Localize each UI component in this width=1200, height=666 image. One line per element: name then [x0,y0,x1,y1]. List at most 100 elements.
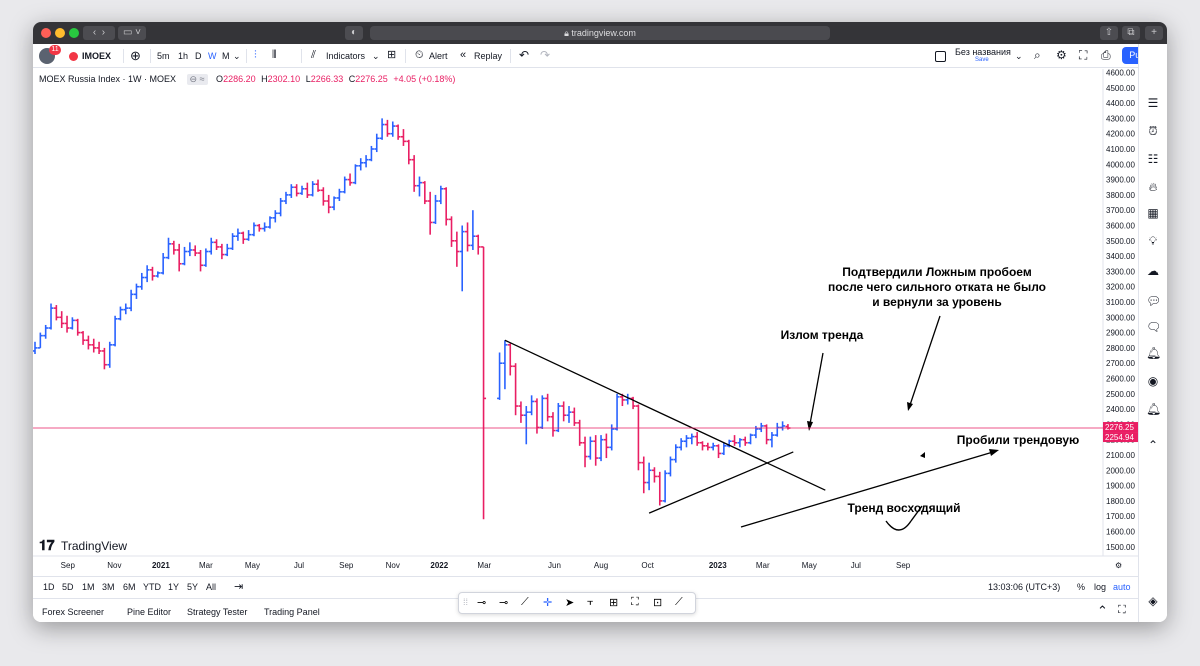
legend-title[interactable]: MOEX Russia Index · 1W · MOEX [39,74,177,84]
tab-trading-panel[interactable]: Trading Panel [264,607,320,617]
streams-icon[interactable]: ☁ [1147,264,1159,278]
indicators-button[interactable]: Indicators [326,51,366,61]
axis-settings-icon[interactable]: ⚙ [1115,561,1122,570]
price-chart[interactable]: Подтвердили Ложным пробоем после чего си… [33,69,1138,576]
tabs-overview-icon[interactable]: ⧉ [1122,26,1140,40]
range-all[interactable]: All [206,582,217,592]
private-chats-icon[interactable]: 🗨︎ [1146,320,1162,334]
range-1d[interactable]: 1D [43,582,55,592]
alerts-icon[interactable]: ⏰︎ [1148,124,1158,138]
clock[interactable]: 13:03:06 (UTC+3) [988,582,1061,592]
layout-name[interactable]: Без названия [955,47,1011,57]
camera-icon[interactable]: ⎙ [1101,48,1111,62]
tab-strategy-tester[interactable]: Strategy Tester [187,607,248,617]
interval-dropdown-icon[interactable]: ⌄ [233,51,241,61]
range-5d[interactable]: 5D [62,582,74,592]
range-5y[interactable]: 5Y [187,582,199,592]
shield-icon[interactable]: ◐ [345,26,363,40]
horizontal-ray-icon[interactable]: ⊸ [477,597,487,609]
fullscreen-icon[interactable]: ⛶ [1079,48,1088,62]
interval-w[interactable]: W [208,51,217,61]
close-window-button[interactable] [41,28,51,38]
range-3m[interactable]: 3M [102,582,115,592]
indicators-dropdown-icon[interactable]: ⌄ [372,51,380,61]
collapse-icon[interactable]: ⌃ [1147,438,1159,452]
range-1m[interactable]: 1M [82,582,95,592]
path-icon[interactable]: ⟋ [675,596,683,608]
goto-date-icon[interactable]: ⇥ [234,581,244,593]
y-tick-label: 3600.00 [1106,222,1135,231]
trend-line-icon[interactable]: ⟋ [521,596,529,608]
chart-area[interactable]: Подтвердили Ложным пробоем после чего си… [33,69,1167,576]
calendar-icon[interactable]: ▦ [1147,206,1159,220]
horizontal-line-icon[interactable]: ⊸ [499,597,509,609]
sidebar-toggle-icon[interactable]: ▭ ˅ [118,26,146,40]
legend-visibility-icon[interactable]: ⊖ ≈ [186,74,208,85]
ideas-icon[interactable]: 💡︎ [1148,234,1158,248]
undo-icon[interactable]: ↶ [519,48,530,62]
layout-dropdown-icon[interactable]: ⌄ [1015,51,1023,61]
range-1y[interactable]: 1Y [168,582,180,592]
notifications-icon[interactable]: 🔔︎ [1146,346,1162,360]
ohlc-bar [475,234,481,255]
gear-icon[interactable]: ⚙ [1056,48,1067,62]
new-tab-icon[interactable]: + [1145,26,1163,40]
minimize-window-button[interactable] [55,28,65,38]
auto-toggle[interactable]: auto [1113,582,1131,592]
watchlist-icon[interactable]: ☰ [1147,96,1159,110]
redo-icon[interactable]: ↷ [540,48,551,62]
alert-clock-icon[interactable]: ⏲︎ [415,49,424,61]
maximize-window-button[interactable] [69,28,79,38]
log-toggle[interactable]: log [1094,582,1107,592]
data-window-icon[interactable]: ☷ [1147,152,1159,166]
tab-pine-editor[interactable]: Pine Editor [127,607,172,617]
interval-d[interactable]: D [195,51,202,61]
ohlc-bar [673,444,679,463]
cursor-icon[interactable]: ➤ [565,597,575,609]
arrow-trend-break [809,352,824,425]
back-forward-buttons[interactable]: ‹ › [83,26,115,40]
alert-button[interactable]: Alert [429,51,448,61]
search-icon[interactable]: ⌕ [1034,48,1041,62]
vertical-line-icon[interactable]: ⫟ [587,596,594,608]
frame-icon[interactable]: ⛶ [631,596,639,608]
layers-icon[interactable]: ◈ [1148,594,1158,608]
url-bar[interactable]: 🔒︎ tradingview.com [370,26,830,40]
rectangle-icon[interactable]: ⊞ [609,597,619,609]
countdown-badge [1103,432,1138,443]
panel-collapse-icon[interactable]: ⌃ [1097,603,1108,618]
replay-icon[interactable]: « [460,49,467,61]
last-price-label: 2276.25 [1105,423,1134,432]
ohlc-bar [75,318,81,336]
help-bell-icon[interactable]: 🔔︎ [1146,402,1162,416]
candle-style-icon[interactable]: ⫴ [272,49,277,61]
hotlists-icon[interactable]: 🔥︎ [1148,180,1158,194]
percent-toggle[interactable]: % [1077,582,1086,592]
indicators-icon[interactable]: ⫽ [311,49,316,61]
templates-grid-icon[interactable]: ⊞ [387,49,397,61]
replay-button[interactable]: Replay [474,51,503,61]
ohlc-bar [518,401,524,423]
box-select-icon[interactable]: ⊡ [653,597,663,609]
ohlc-bar [283,191,289,205]
panel-maximize-icon[interactable]: ⛶ [1118,604,1126,616]
tab-forex-screener[interactable]: Forex Screener [42,607,105,617]
compare-add-icon[interactable]: ⊕ [130,48,141,63]
ohlc-bar [742,436,748,446]
range-ytd[interactable]: YTD [143,582,161,592]
share-icon[interactable]: ⇧ [1100,26,1118,40]
interval-5m[interactable]: 5m [157,51,170,61]
interval-m[interactable]: M [222,51,230,61]
symbol-search[interactable]: IMOEX [82,51,112,61]
interval-1h[interactable]: 1h [178,51,189,61]
bar-style-icon[interactable]: ⫶ [254,49,257,61]
chats-icon[interactable]: 💬︎ [1146,294,1162,308]
layout-checkbox[interactable] [935,51,946,62]
range-6m[interactable]: 6M [123,582,136,592]
annotation-breakout: Пробили трендовую [957,433,1079,447]
crosshair-icon[interactable]: ✛ [543,597,553,609]
drag-handle-icon[interactable]: ⁞⁞ [463,597,469,607]
broadcast-icon[interactable]: ◉ [1147,374,1159,388]
y-tick-label: 1700.00 [1106,512,1135,521]
legend-high: 2302.10 [267,74,301,84]
